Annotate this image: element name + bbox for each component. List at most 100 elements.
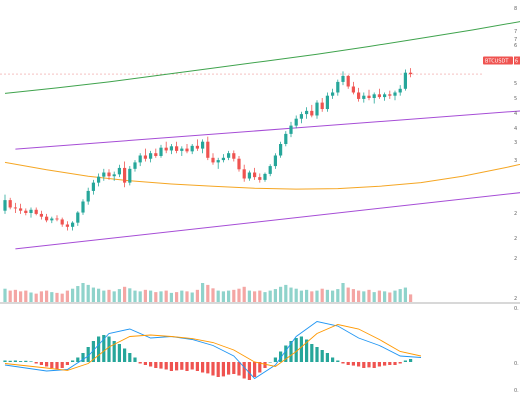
macd-histogram-bar xyxy=(138,362,142,364)
candle xyxy=(315,100,319,119)
volume-bar xyxy=(351,289,355,302)
candle xyxy=(76,211,80,226)
candle xyxy=(128,166,132,186)
macd-histogram-bar xyxy=(50,362,54,368)
macd-histogram-bar xyxy=(13,360,17,362)
volume-bar xyxy=(55,292,59,302)
macd-histogram-bar xyxy=(357,362,361,367)
candle-body xyxy=(377,94,381,98)
candle xyxy=(71,221,75,231)
macd-histogram-bar xyxy=(24,360,28,362)
candle xyxy=(3,194,7,214)
volume-bar xyxy=(112,291,116,302)
candle xyxy=(39,210,43,220)
candle-body xyxy=(247,172,251,179)
macd-histogram-bar xyxy=(201,362,205,373)
volume-bar xyxy=(372,292,376,302)
candle xyxy=(97,173,101,187)
candle xyxy=(247,170,251,181)
volume-bar xyxy=(201,283,205,302)
candle-body xyxy=(388,94,392,96)
volume-bar xyxy=(143,289,147,302)
macd-axis-label: 0. xyxy=(514,306,519,312)
candle xyxy=(294,115,298,129)
candle-body xyxy=(232,153,236,159)
candle-body xyxy=(273,155,277,167)
volume-bar xyxy=(149,290,153,302)
volume-bar xyxy=(60,293,64,302)
candle-body xyxy=(107,172,111,177)
macd-histogram-bar xyxy=(102,335,106,362)
volume-bar xyxy=(227,290,231,302)
candle xyxy=(19,203,23,214)
candle-body xyxy=(237,158,241,170)
macd-histogram-bar xyxy=(216,362,220,377)
volume-bar xyxy=(247,290,251,302)
candle xyxy=(117,164,121,178)
candle-body xyxy=(310,110,314,116)
volume-bar xyxy=(107,289,111,302)
volume-bar xyxy=(133,290,137,302)
candle-body xyxy=(357,92,361,99)
volume-bar xyxy=(185,291,189,302)
volume-bar xyxy=(325,289,329,302)
price-axis-label: 8 xyxy=(514,6,517,12)
macd-histogram-bar xyxy=(289,341,293,362)
volume-bar xyxy=(29,292,33,302)
candle-body xyxy=(91,182,95,191)
candle-body xyxy=(315,102,319,116)
candle-body xyxy=(289,125,293,134)
macd-histogram-bar xyxy=(299,336,303,362)
candle-body xyxy=(29,209,33,213)
macd-histogram-bar xyxy=(195,362,199,371)
volume-bar xyxy=(81,283,85,302)
candle xyxy=(138,153,142,167)
macd-histogram-bar xyxy=(242,362,246,379)
candle xyxy=(24,208,28,216)
macd-histogram-bar xyxy=(268,362,272,363)
macd-histogram-bar xyxy=(232,362,236,374)
price-tag-symbol: BTCUSDT xyxy=(485,59,509,65)
volume-bar xyxy=(39,291,43,302)
candle-body xyxy=(284,133,288,144)
macd-histogram-bar xyxy=(123,348,127,362)
candle-body xyxy=(164,147,168,151)
volume-bar xyxy=(65,290,69,302)
macd-histogram-bar xyxy=(19,361,23,362)
ma-slow-line xyxy=(4,21,520,94)
macd-pane xyxy=(3,321,422,380)
candle xyxy=(237,155,241,172)
price-axis-label: 7 xyxy=(514,37,517,43)
volume-bar xyxy=(315,290,319,302)
price-pane xyxy=(0,21,520,250)
candle-body xyxy=(242,169,246,179)
macd-histogram-bar xyxy=(237,362,241,376)
candle-body xyxy=(117,167,121,175)
macd-histogram-bar xyxy=(372,362,376,368)
macd-histogram-bar xyxy=(346,362,350,365)
candle-body xyxy=(39,213,43,217)
volume-bar xyxy=(117,289,121,302)
price-axis-label: 2 xyxy=(514,236,517,242)
candle-body xyxy=(409,72,413,75)
volume-bar xyxy=(138,291,142,302)
macd-histogram-bar xyxy=(3,360,7,362)
volume-bar xyxy=(34,293,38,302)
candle-body xyxy=(331,92,335,96)
candle-body xyxy=(102,172,106,177)
macd-histogram-bar xyxy=(159,362,163,369)
candle-body xyxy=(221,157,225,161)
macd-histogram-bar xyxy=(55,362,59,370)
candle-body xyxy=(180,148,184,151)
price-tag-box xyxy=(483,56,513,65)
candle xyxy=(60,217,64,227)
macd-histogram-bar xyxy=(294,338,298,362)
macd-histogram-bar xyxy=(362,362,366,368)
macd-histogram-bar xyxy=(383,362,387,366)
candle-body xyxy=(216,160,220,163)
macd-histogram-bar xyxy=(185,362,189,371)
candle-body xyxy=(169,146,173,151)
candle-body xyxy=(50,218,54,221)
candle xyxy=(190,144,194,155)
candle xyxy=(86,187,90,205)
